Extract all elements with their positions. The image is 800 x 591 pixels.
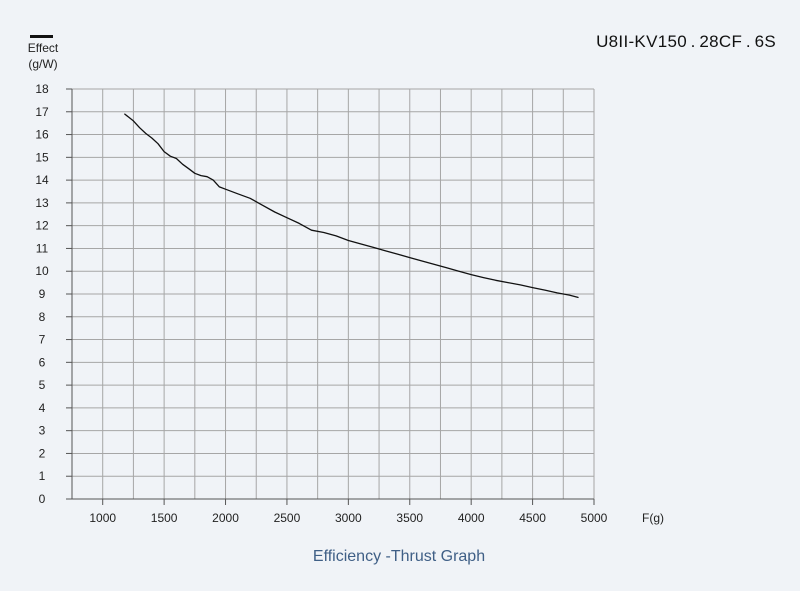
model-label: U8II-KV150 . 28CF . 6S — [596, 32, 776, 51]
x-tick-label: 3500 — [396, 511, 423, 525]
x-tick-label: 1000 — [89, 511, 116, 525]
y-tick-label: 15 — [35, 150, 49, 164]
efficiency-series-line — [124, 113, 579, 299]
y-tick-label: 11 — [36, 241, 49, 255]
axes — [66, 88, 595, 505]
x-tick-label: 4000 — [458, 511, 485, 525]
y-tick-label: 17 — [35, 105, 49, 119]
y-tick-label: 4 — [39, 401, 46, 415]
chart-caption: Efficiency -Thrust Graph — [313, 548, 485, 565]
y-tick-label: 9 — [39, 287, 46, 301]
x-tick-label: 3000 — [335, 511, 362, 525]
y-tick-label: 6 — [39, 355, 46, 369]
y-axis-label-line1: Effect — [28, 41, 59, 55]
y-tick-label: 0 — [39, 492, 46, 506]
y-tick-label: 3 — [39, 424, 46, 438]
y-tick-label: 18 — [35, 82, 49, 96]
y-tick-label: 12 — [35, 219, 49, 233]
grid — [72, 88, 595, 500]
y-tick-label: 2 — [39, 446, 46, 460]
y-tick-label: 10 — [35, 264, 49, 278]
y-axis-label-line2: (g/W) — [28, 57, 57, 71]
y-tick-label: 5 — [39, 378, 46, 392]
y-tick-label: 8 — [39, 310, 46, 324]
x-axis-label: F(g) — [642, 511, 664, 525]
x-tick-label: 5000 — [581, 511, 608, 525]
y-tick-label: 14 — [35, 173, 49, 187]
y-tick-label: 1 — [39, 469, 46, 483]
y-tick-label: 16 — [35, 128, 49, 142]
y-tick-label: 13 — [35, 196, 49, 210]
legend-swatch — [30, 35, 53, 38]
x-tick-label: 2000 — [212, 511, 239, 525]
x-tick-label: 2500 — [274, 511, 301, 525]
y-tick-label: 7 — [39, 333, 46, 347]
x-tick-label: 4500 — [519, 511, 546, 525]
x-tick-label: 1500 — [151, 511, 178, 525]
series — [124, 113, 579, 299]
